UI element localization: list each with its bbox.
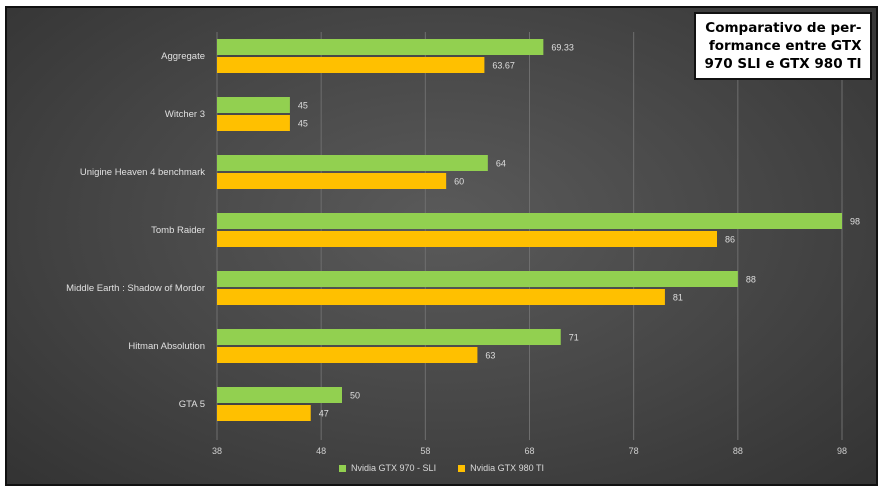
category-label: Aggregate [161,51,205,62]
category-label: Unigine Heaven 4 benchmark [80,167,205,178]
bar-series-2 [217,57,485,73]
legend-item-series-2: Nvidia GTX 980 TI [458,463,544,473]
legend-label-series-1: Nvidia GTX 970 - SLI [351,463,437,473]
data-label: 98 [850,217,860,227]
data-label: 71 [569,333,579,343]
legend-item-series-1: Nvidia GTX 970 - SLI [339,463,436,473]
bar-series-1 [217,213,842,229]
bar-series-1 [217,39,544,55]
title-box: Comparativo de per- formance entre GTX 9… [694,12,872,80]
bar-series-2 [217,347,478,363]
data-label: 88 [746,275,756,285]
data-label: 50 [350,391,360,401]
category-label: Tomb Raider [151,225,205,236]
data-label: 63.67 [492,61,515,71]
data-label: 64 [496,159,506,169]
x-tick-label: 98 [837,446,847,456]
chart-title: Comparativo de per- formance entre GTX 9… [704,20,862,72]
x-tick-label: 78 [629,446,639,456]
bar-series-1 [217,155,488,171]
category-label: GTA 5 [179,399,205,410]
bar-series-1 [217,97,290,113]
legend: Nvidia GTX 970 - SLI Nvidia GTX 980 TI [7,463,876,473]
x-tick-label: 58 [420,446,430,456]
bar-series-2 [217,115,290,131]
chart-frame: 38 48 58 68 78 88 98 Aggregate 69.33 63.67 Witcher… [5,6,878,486]
data-label: 45 [298,101,308,111]
category-label: Witcher 3 [165,109,205,120]
bar-series-2 [217,289,665,305]
bar-series-2 [217,405,311,421]
category-label: Middle Earth : Shadow of Mordor [66,283,205,294]
bar-chart: 38 48 58 68 78 88 98 Aggregate 69.33 63.67 Witcher… [66,32,860,456]
legend-swatch-series-2 [458,464,466,472]
data-label: 86 [725,235,735,245]
data-label: 63 [485,351,495,361]
bar-series-1 [217,329,561,345]
bar-series-1 [217,271,738,287]
legend-label-series-2: Nvidia GTX 980 TI [470,463,544,473]
bar-series-1 [217,387,342,403]
bar-series-2 [217,173,447,189]
bar-series-2 [217,231,717,247]
data-label: 69.33 [551,43,574,53]
legend-swatch-series-1 [339,464,347,472]
category-label: Hitman Absolution [128,341,205,352]
x-tick-label: 48 [316,446,326,456]
data-label: 47 [319,409,329,419]
data-label: 60 [454,177,464,187]
data-label: 81 [673,293,683,303]
x-tick-label: 68 [524,446,534,456]
x-tick-label: 88 [733,446,743,456]
x-tick-label: 38 [212,446,222,456]
data-label: 45 [298,119,308,129]
